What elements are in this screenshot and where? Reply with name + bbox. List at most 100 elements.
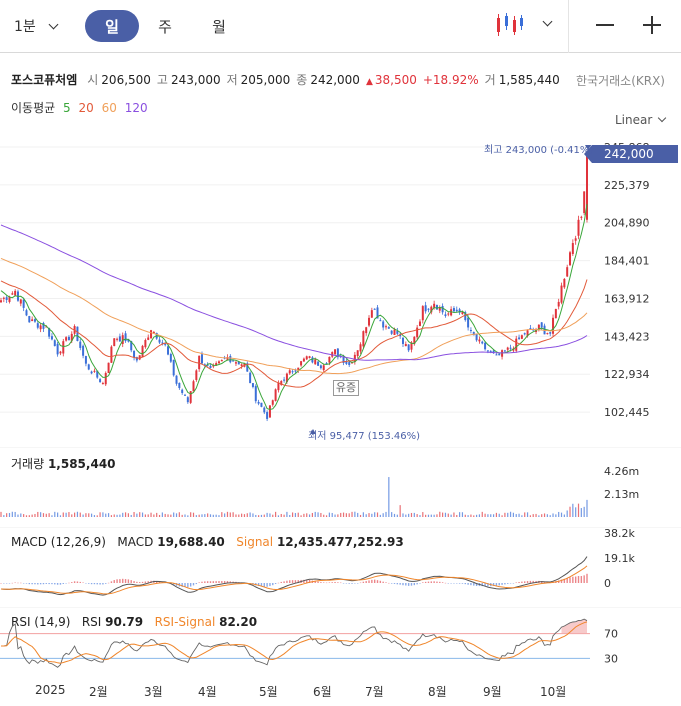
volume-bar bbox=[524, 512, 526, 517]
macd-histogram-bar bbox=[563, 578, 566, 583]
volume-bar bbox=[495, 512, 498, 517]
candle-body bbox=[345, 361, 348, 364]
candle-body bbox=[492, 350, 495, 354]
scale-mode-dropdown[interactable]: Linear bbox=[615, 113, 667, 127]
candle-body bbox=[390, 330, 393, 334]
candle-body bbox=[342, 356, 345, 363]
volume-bar bbox=[224, 513, 226, 517]
candle-body bbox=[175, 375, 178, 384]
volume-bar bbox=[543, 513, 546, 517]
volume-bar bbox=[586, 499, 588, 517]
volume-bar bbox=[300, 515, 302, 517]
volume-bar bbox=[85, 513, 87, 517]
candle-body bbox=[209, 365, 212, 368]
x-axis-label: 10월 bbox=[540, 685, 567, 699]
candle-body bbox=[127, 338, 130, 342]
zoom-in-button[interactable] bbox=[637, 10, 667, 40]
candle-body bbox=[495, 354, 498, 356]
macd-histogram-bar bbox=[212, 581, 215, 583]
volume-bar bbox=[541, 514, 543, 517]
chart-type-dropdown[interactable] bbox=[494, 12, 553, 38]
candle-body bbox=[217, 361, 220, 364]
candle-body bbox=[537, 324, 540, 330]
volume-bar bbox=[252, 513, 254, 517]
candle-body bbox=[370, 310, 373, 318]
candle-body bbox=[113, 338, 116, 347]
rights-offering-marker[interactable]: 유증 bbox=[333, 380, 359, 396]
volume-bar bbox=[255, 514, 257, 517]
volume-bar bbox=[521, 515, 523, 517]
price-chart[interactable]: 245,868225,379204,890184,401163,912143,4… bbox=[0, 135, 681, 445]
candle-body bbox=[523, 333, 526, 335]
macd-histogram-bar bbox=[379, 580, 382, 583]
x-axis-label: 2025 bbox=[35, 683, 66, 697]
macd-histogram-bar bbox=[31, 583, 33, 585]
candle-body bbox=[486, 350, 489, 352]
volume-bar bbox=[23, 514, 25, 517]
candle-body bbox=[277, 382, 280, 391]
candle-body bbox=[144, 340, 147, 348]
volume-bar bbox=[297, 512, 299, 517]
candle-body bbox=[461, 312, 464, 315]
macd-histogram-bar bbox=[509, 583, 512, 584]
volume-bar bbox=[490, 514, 492, 517]
candle-body bbox=[288, 370, 291, 374]
volume-bar bbox=[442, 512, 444, 517]
candle-body bbox=[328, 356, 331, 363]
candle-body bbox=[280, 380, 283, 385]
macd-histogram-bar bbox=[574, 576, 577, 583]
rsi-chart[interactable]: 70 30 bbox=[0, 607, 681, 677]
candle-body bbox=[325, 363, 328, 365]
high-value: 243,000 bbox=[170, 73, 221, 87]
macd-histogram-bar bbox=[515, 582, 517, 583]
macd-histogram-bar bbox=[382, 581, 384, 583]
volume-bar bbox=[116, 514, 118, 517]
volume-bar bbox=[345, 513, 347, 517]
macd-histogram-bar bbox=[416, 583, 418, 585]
candle-body bbox=[421, 306, 424, 321]
volume-chart[interactable]: 4.26m 2.13m bbox=[0, 447, 681, 527]
interval-dropdown[interactable]: 1분 bbox=[14, 12, 59, 40]
candle-body bbox=[399, 334, 402, 337]
volume-bar bbox=[323, 514, 325, 517]
macd-histogram-bar bbox=[113, 580, 115, 583]
volume-bar bbox=[328, 512, 330, 517]
candle-body bbox=[76, 326, 79, 341]
candle-body bbox=[164, 344, 167, 346]
macd-histogram-bar bbox=[54, 583, 56, 585]
volume-bar bbox=[82, 514, 84, 517]
macd-histogram-bar bbox=[306, 579, 308, 583]
volume-bar bbox=[359, 514, 362, 517]
candle-body bbox=[376, 307, 379, 319]
volume-bar bbox=[552, 513, 554, 517]
tab-week[interactable]: 주 bbox=[158, 17, 172, 36]
candle-body bbox=[206, 364, 209, 366]
macd-value: 19,688.40 bbox=[157, 535, 225, 549]
candle-body bbox=[285, 373, 288, 382]
macd-chart[interactable]: 38.2k 19.1k 0 bbox=[0, 527, 681, 607]
volume-bar bbox=[226, 511, 229, 517]
volume-bar bbox=[3, 515, 5, 517]
volume-bar bbox=[311, 512, 314, 517]
ma120-label: 120 bbox=[124, 101, 148, 115]
candle-body bbox=[336, 348, 339, 358]
volume-bar bbox=[572, 503, 574, 517]
tab-month[interactable]: 월 bbox=[212, 17, 226, 36]
candle-body bbox=[503, 350, 506, 352]
candle-body bbox=[257, 401, 260, 404]
tab-day[interactable]: 일 bbox=[85, 10, 139, 42]
volume-bar bbox=[529, 515, 531, 517]
ma20-line bbox=[0, 279, 588, 388]
macd-histogram-bar bbox=[529, 580, 532, 583]
x-axis-label: 8월 bbox=[428, 685, 447, 699]
change-up-icon: ▲ bbox=[365, 77, 373, 87]
rsi-panel-label: RSI (14,9) RSI 90.79 RSI-Signal 82.20 bbox=[11, 615, 257, 629]
macd-histogram-bar bbox=[105, 583, 107, 584]
candle-body bbox=[240, 364, 243, 366]
volume-bar bbox=[413, 512, 415, 517]
candle-body bbox=[353, 354, 356, 362]
zoom-out-button[interactable] bbox=[590, 10, 620, 40]
y-tick-label: 30 bbox=[604, 652, 618, 665]
volume-bar bbox=[212, 514, 214, 517]
candle-body bbox=[2, 297, 5, 299]
